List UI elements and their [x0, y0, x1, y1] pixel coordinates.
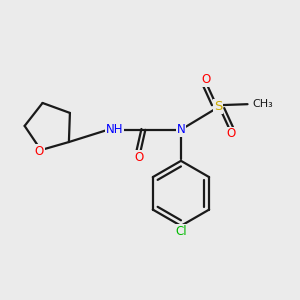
Text: O: O: [227, 128, 236, 140]
Text: O: O: [201, 73, 211, 86]
Text: NH: NH: [106, 123, 123, 136]
Text: N: N: [177, 123, 185, 136]
Text: S: S: [214, 100, 222, 113]
Text: CH₃: CH₃: [252, 99, 273, 109]
Text: O: O: [35, 145, 44, 158]
Text: Cl: Cl: [175, 225, 187, 238]
Text: O: O: [134, 151, 144, 164]
